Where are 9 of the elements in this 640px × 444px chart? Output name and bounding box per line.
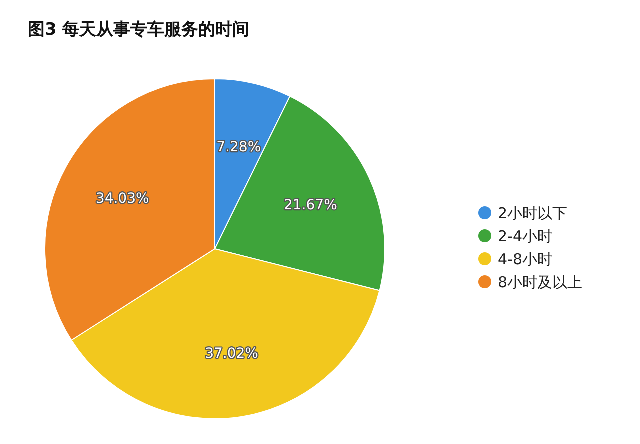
data-label: 7.28%	[216, 139, 262, 156]
data-label: 37.02%	[205, 346, 258, 362]
legend-label: 8小时及以上	[498, 273, 583, 292]
legend-label: 2小时以下	[498, 204, 568, 222]
data-label: 21.67%	[284, 198, 338, 214]
chart-title: 图3 每天从事专车服务的时间	[28, 20, 250, 40]
legend-label: 2-4小时	[498, 227, 552, 246]
legend-label: 4-8小时	[498, 250, 552, 268]
data-label: 34.03%	[96, 191, 150, 208]
